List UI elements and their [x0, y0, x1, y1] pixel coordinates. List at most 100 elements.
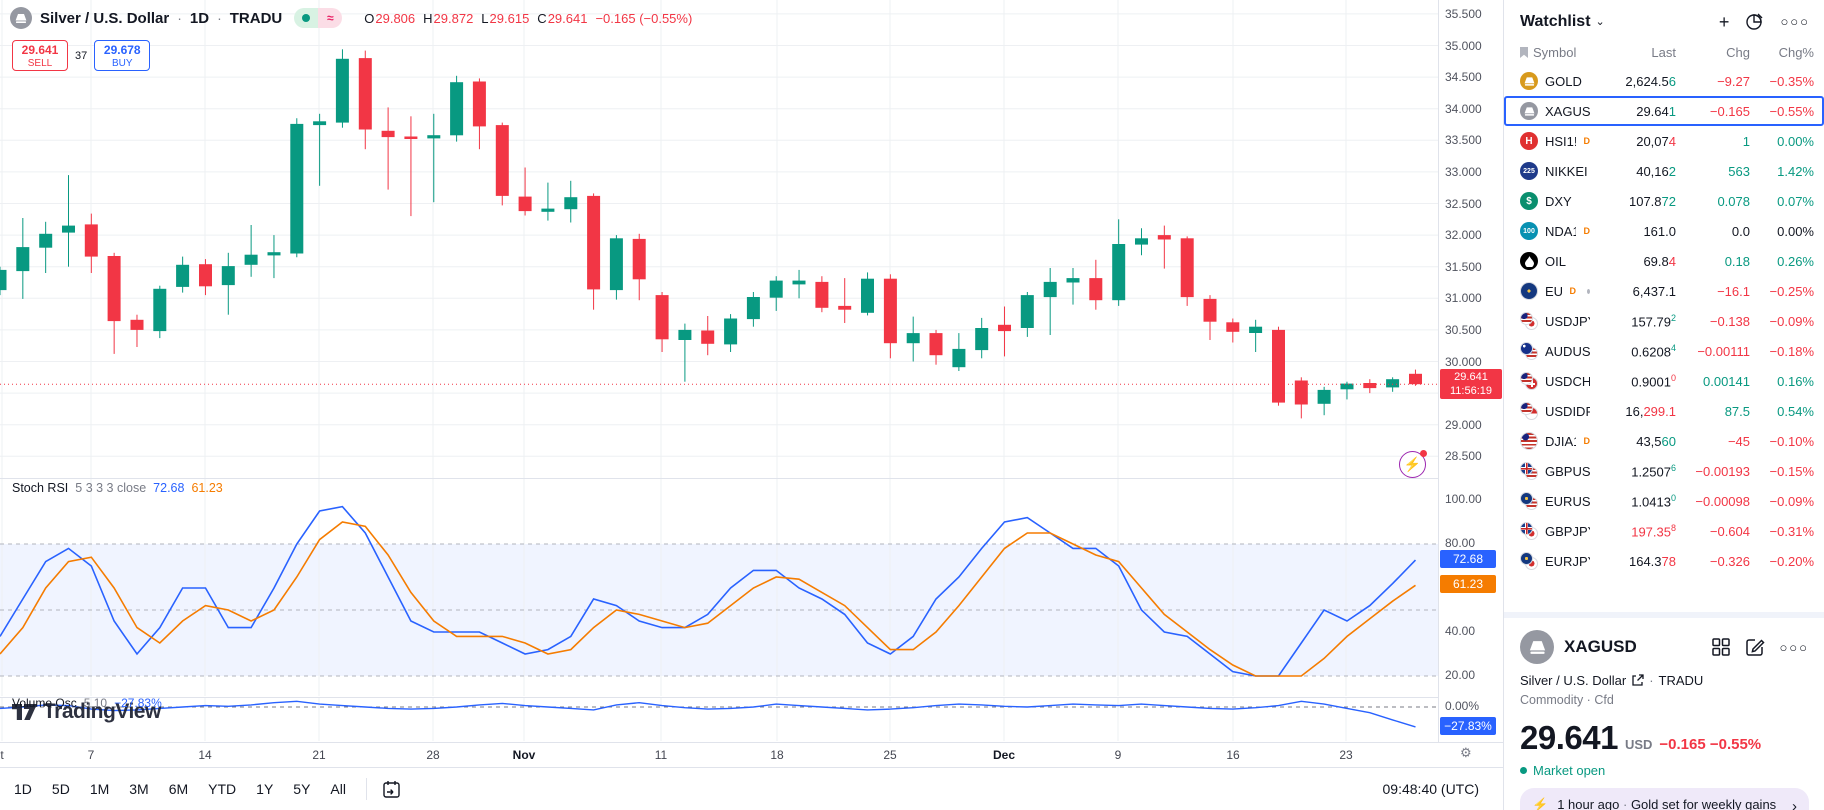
watchlist-column-headers[interactable]: Symbol Last Chg Chg%	[1504, 41, 1824, 66]
watchlist-row-usdjpy[interactable]: USDJPY 157.792 −0.138 −0.09%	[1504, 306, 1824, 336]
stoch-rsi-legend[interactable]: Stoch RSI 5 3 3 3 close 72.68 61.23	[12, 481, 223, 495]
change: −0.138	[1709, 313, 1750, 329]
watchlist-row-dxy[interactable]: $ DXY 107.872 0.078 0.07%	[1504, 186, 1824, 216]
time-tick[interactable]: 16	[1226, 748, 1240, 762]
time-tick[interactable]: 14	[198, 748, 212, 762]
clock-utc[interactable]: 09:48:40 (UTC)	[1382, 781, 1479, 797]
watchlist-row-gbpusd[interactable]: GBPUSD 1.25076 −0.00193 −0.15%	[1504, 456, 1824, 486]
symbol-name: NIKKEI	[1545, 163, 1588, 179]
candle	[84, 224, 98, 257]
candle	[221, 266, 235, 286]
price-pane[interactable]	[0, 0, 1438, 478]
watchlist-row-oil[interactable]: OIL 69.84 0.18 0.26%	[1504, 246, 1824, 276]
watchlist-row-audusd[interactable]: AUDUSD 0.62084 −0.00111 −0.18%	[1504, 336, 1824, 366]
stoch-tick: 80.00	[1445, 536, 1476, 550]
watchlist-row-gold[interactable]: GOLD 2,624.56 −9.27 −0.35%	[1504, 66, 1824, 96]
last-price: 0.90010	[1631, 372, 1676, 390]
time-tick[interactable]: 9	[1114, 748, 1122, 762]
sell-button[interactable]: 29.641 SELL	[12, 40, 68, 71]
ohlc-c: C29.641	[537, 10, 588, 26]
detail-more-icon[interactable]: ○○○	[1779, 639, 1809, 655]
watchlist-row-eurusd[interactable]: EURUSD 1.04130 −0.00098 −0.09%	[1504, 486, 1824, 516]
news-flash-icon: ⚡	[1532, 797, 1549, 810]
symbol-title[interactable]: Silver / U.S. Dollar	[40, 9, 170, 27]
watchlist-row-eurjpy[interactable]: EURJPY 164.378 −0.326 −0.20%	[1504, 546, 1824, 576]
watchlist-row-gbpjpy[interactable]: GBPJPY 197.358 −0.604 −0.31%	[1504, 516, 1824, 546]
range-button-1d[interactable]: 1D	[14, 781, 32, 797]
buy-button[interactable]: 29.678 BUY	[94, 40, 151, 71]
detail-name[interactable]: Silver / U.S. Dollar	[1520, 673, 1627, 688]
watchlist-row-nda1[interactable]: 100 NDA1! D 161.0 0.0 0.00%	[1504, 216, 1824, 246]
time-tick[interactable]: 7	[87, 748, 95, 762]
broker-button[interactable]: TRADU	[229, 9, 283, 27]
chevron-down-icon[interactable]: ⌄	[1595, 16, 1605, 28]
range-button-all[interactable]: All	[330, 781, 346, 797]
change-percent: 0.07%	[1777, 193, 1814, 209]
market-status-pill[interactable]: ≈	[294, 8, 343, 28]
sector-pie-icon[interactable]	[1745, 12, 1764, 31]
time-tick[interactable]: 11	[654, 748, 668, 762]
symbol-letter-icon: $	[1520, 192, 1538, 210]
change: 563	[1728, 163, 1750, 179]
trade-buttons: 29.641 SELL 37 29.678 BUY	[12, 40, 151, 71]
watchlist-row-usdchf[interactable]: USDCHF 0.90010 0.00141 0.16%	[1504, 366, 1824, 396]
symbol-letter-icon: 225	[1520, 162, 1538, 180]
range-button-ytd[interactable]: YTD	[208, 781, 237, 797]
range-button-1m[interactable]: 1M	[89, 781, 110, 797]
events-lightning-button[interactable]: ⚡	[1399, 450, 1427, 478]
time-tick[interactable]: Nov	[512, 748, 536, 762]
time-tick[interactable]: t	[0, 748, 4, 762]
time-tick[interactable]: Dec	[992, 748, 1016, 762]
range-button-1y[interactable]: 1Y	[256, 781, 274, 797]
candle	[792, 280, 806, 285]
watchlist-more-icon[interactable]: ○○○	[1780, 13, 1810, 29]
time-tick[interactable]: 25	[883, 748, 897, 762]
candle	[746, 297, 760, 320]
volume-osc-pane[interactable]	[0, 697, 1438, 741]
time-tick[interactable]: 28	[426, 748, 440, 762]
news-item[interactable]: ⚡ 1 hour ago · Gold set for weekly gains…	[1520, 788, 1809, 810]
last-price: 161.0	[1643, 223, 1676, 239]
last-price: 1.04130	[1631, 492, 1676, 510]
interval-button[interactable]: 1D	[189, 9, 210, 27]
time-tick[interactable]: 23	[1339, 748, 1353, 762]
volume-osc-legend[interactable]: Volume Osc 5 10 −27.83%	[12, 696, 162, 710]
watchlist-title[interactable]: Watchlist	[1520, 12, 1591, 30]
notification-dot	[1420, 450, 1427, 457]
candle	[1020, 295, 1034, 328]
symbol-name: EUR	[1545, 283, 1562, 299]
candle	[541, 208, 555, 212]
time-tick[interactable]: 18	[770, 748, 784, 762]
stoch-d-badge: 61.23	[1440, 575, 1496, 594]
detail-symbol[interactable]: XAGUSD	[1564, 637, 1637, 656]
watchlist-row-eur[interactable]: EUR D 6,437.1 −16.1 −0.25%	[1504, 276, 1824, 306]
range-button-5d[interactable]: 5D	[51, 781, 70, 797]
candle	[1272, 329, 1285, 403]
ohlc-o: O29.806	[364, 10, 416, 26]
axis-settings-icon[interactable]: ⚙	[1460, 745, 1472, 760]
candle	[427, 135, 441, 139]
watchlist-row-nikkei[interactable]: 225 NIKKEI 40,162 563 1.42%	[1504, 156, 1824, 186]
stoch-rsi-pane[interactable]	[0, 478, 1438, 696]
candle	[1294, 380, 1308, 405]
grid-layout-icon[interactable]	[1711, 637, 1731, 657]
add-symbol-button[interactable]: +	[1718, 11, 1730, 32]
candle	[450, 82, 464, 136]
time-tick[interactable]: 21	[312, 748, 326, 762]
range-button-5y[interactable]: 5Y	[293, 781, 311, 797]
edit-note-icon[interactable]	[1745, 637, 1765, 657]
flag-pair-icon	[1520, 492, 1538, 510]
range-button-6m[interactable]: 6M	[168, 781, 189, 797]
external-link-icon[interactable]	[1631, 674, 1644, 687]
time-axis[interactable]: t 7 14 21 28 Nov 11 18 25 Dec 9 16 23	[0, 742, 1503, 767]
go-to-date-icon[interactable]	[381, 779, 402, 800]
detail-broker[interactable]: TRADU	[1658, 673, 1704, 688]
watchlist-row-hsi1[interactable]: H HSI1! D 20,074 1 0.00%	[1504, 126, 1824, 156]
oil-drop-icon	[1520, 252, 1538, 270]
watchlist-row-djia1[interactable]: DJIA1! D 43,560 −45 −0.10%	[1504, 426, 1824, 456]
watchlist-row-xagusd[interactable]: XAGUSD 29.641 −0.165 −0.55%	[1504, 96, 1824, 126]
symbol-logo-icon[interactable]	[10, 7, 32, 29]
last-price: 0.62084	[1631, 342, 1676, 360]
range-button-3m[interactable]: 3M	[129, 781, 149, 797]
watchlist-row-usdidr[interactable]: USDIDR 16,299.1 87.5 0.54%	[1504, 396, 1824, 426]
